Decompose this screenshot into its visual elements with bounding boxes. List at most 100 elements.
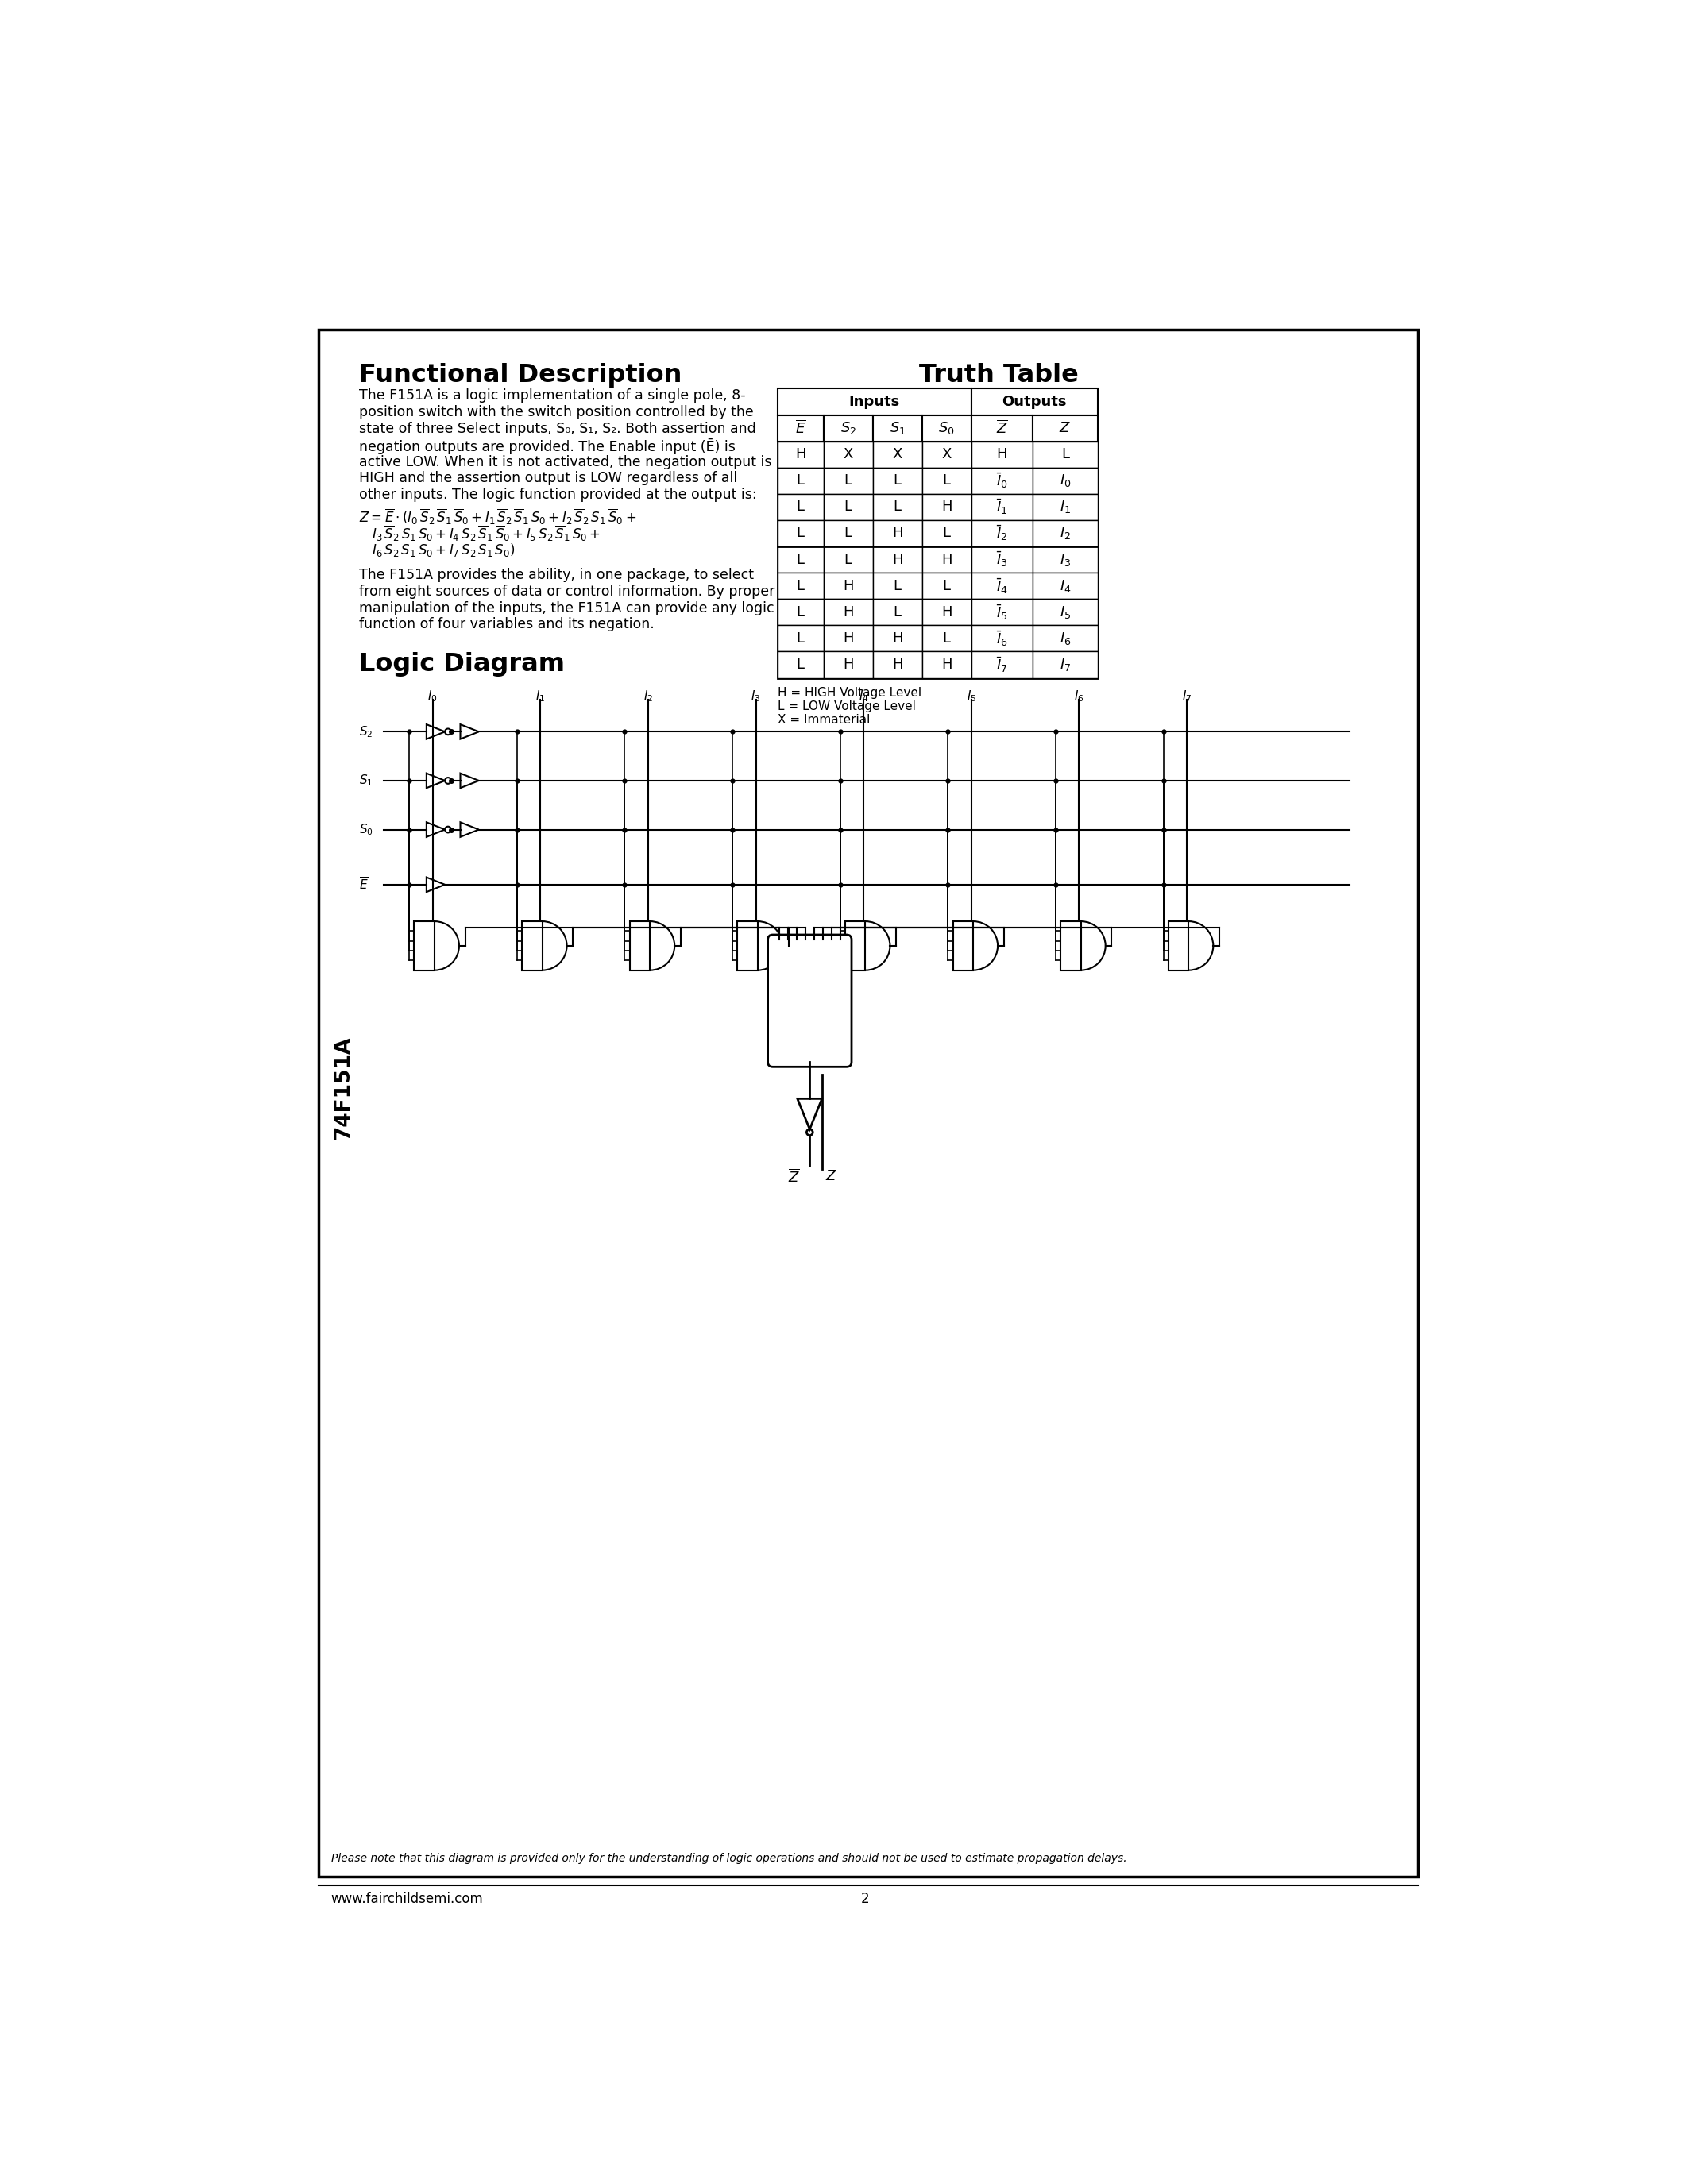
Bar <box>922 572 971 598</box>
Text: H: H <box>842 579 854 594</box>
Bar <box>1168 922 1188 970</box>
Text: HIGH and the assertion output is LOW regardless of all: HIGH and the assertion output is LOW reg… <box>360 472 738 485</box>
Bar <box>922 494 971 520</box>
Text: manipulation of the inputs, the F151A can provide any logic: manipulation of the inputs, the F151A ca… <box>360 601 773 616</box>
Text: L: L <box>797 553 805 566</box>
Text: H: H <box>842 605 854 620</box>
Text: $I_6$: $I_6$ <box>1060 631 1070 646</box>
Bar <box>971 546 1033 572</box>
Text: H: H <box>942 657 952 673</box>
Text: $\bar{I}_7$: $\bar{I}_7$ <box>996 655 1008 675</box>
Bar <box>971 598 1033 625</box>
Text: Outputs: Outputs <box>1003 395 1067 408</box>
Text: $I_1$: $I_1$ <box>1060 500 1070 515</box>
Text: H: H <box>795 448 805 461</box>
Bar <box>971 494 1033 520</box>
Text: Please note that this diagram is provided only for the understanding of logic op: Please note that this diagram is provide… <box>331 1854 1126 1865</box>
Text: $I_0$: $I_0$ <box>427 688 437 703</box>
Text: $I_1$: $I_1$ <box>535 688 545 703</box>
Bar <box>824 651 873 677</box>
Text: $\bar{I}_0$: $\bar{I}_0$ <box>996 472 1008 489</box>
Bar <box>778 415 824 441</box>
Text: $I_3$: $I_3$ <box>1060 553 1070 568</box>
Bar <box>1033 494 1097 520</box>
Bar <box>1033 651 1097 677</box>
Text: L: L <box>942 631 950 646</box>
Bar <box>971 415 1033 441</box>
Text: L: L <box>797 526 805 539</box>
Text: L: L <box>797 605 805 620</box>
Text: L: L <box>844 526 852 539</box>
Text: function of four variables and its negation.: function of four variables and its negat… <box>360 618 653 631</box>
Text: $\quad I_6\,S_2\,S_1\,\overline{S}_0 + I_7\,S_2\,S_1\,S_0)$: $\quad I_6\,S_2\,S_1\,\overline{S}_0 + I… <box>360 539 515 559</box>
Bar <box>971 520 1033 546</box>
Text: $I_4$: $I_4$ <box>1060 579 1070 594</box>
Text: $\overline{E}$: $\overline{E}$ <box>795 419 805 437</box>
Text: L: L <box>844 474 852 487</box>
Text: H: H <box>942 500 952 513</box>
Text: 74F151A: 74F151A <box>333 1035 354 1140</box>
Text: $Z$: $Z$ <box>825 1168 837 1184</box>
Text: $I_4$: $I_4$ <box>859 688 869 703</box>
Text: $I_2$: $I_2$ <box>643 688 653 703</box>
Text: L: L <box>797 631 805 646</box>
Text: X: X <box>942 448 952 461</box>
Text: H: H <box>996 448 1008 461</box>
Text: H: H <box>891 657 903 673</box>
Bar <box>873 546 922 572</box>
Text: L: L <box>1062 448 1069 461</box>
Text: $S_2$: $S_2$ <box>360 725 373 738</box>
Text: L: L <box>942 579 950 594</box>
Text: $S_1$: $S_1$ <box>890 419 905 437</box>
Bar <box>952 922 974 970</box>
Text: H: H <box>942 605 952 620</box>
Bar <box>922 598 971 625</box>
Text: X = Immaterial: X = Immaterial <box>778 714 869 725</box>
Bar <box>1033 441 1097 467</box>
Bar <box>873 494 922 520</box>
Bar <box>630 922 650 970</box>
Text: position switch with the switch position controlled by the: position switch with the switch position… <box>360 406 753 419</box>
Text: L: L <box>797 657 805 673</box>
Text: H: H <box>891 553 903 566</box>
Bar <box>873 651 922 677</box>
Text: $Z$: $Z$ <box>1058 422 1072 435</box>
Text: negation outputs are provided. The Enable input (Ē) is: negation outputs are provided. The Enabl… <box>360 439 736 454</box>
Bar <box>778 625 824 651</box>
Bar <box>971 625 1033 651</box>
Text: $\bar{I}_5$: $\bar{I}_5$ <box>996 603 1008 622</box>
Text: L = LOW Voltage Level: L = LOW Voltage Level <box>778 701 915 712</box>
Text: The F151A is a logic implementation of a single pole, 8-: The F151A is a logic implementation of a… <box>360 389 746 404</box>
Text: $S_2$: $S_2$ <box>841 419 856 437</box>
Bar <box>873 598 922 625</box>
Text: H: H <box>942 553 952 566</box>
Bar <box>319 330 1418 1876</box>
Bar <box>922 415 971 441</box>
Bar <box>738 922 758 970</box>
Text: $S_0$: $S_0$ <box>360 821 373 836</box>
Bar <box>971 389 1097 415</box>
Text: $I_7$: $I_7$ <box>1060 657 1070 673</box>
Bar <box>873 520 922 546</box>
Bar <box>824 520 873 546</box>
Text: $\bar{I}_1$: $\bar{I}_1$ <box>996 498 1008 515</box>
Text: L: L <box>893 474 901 487</box>
Bar <box>922 651 971 677</box>
Bar <box>873 441 922 467</box>
Bar <box>922 625 971 651</box>
Text: L: L <box>797 474 805 487</box>
Text: H: H <box>891 526 903 539</box>
Bar <box>778 389 1097 677</box>
Bar <box>824 441 873 467</box>
Bar <box>522 922 542 970</box>
Bar <box>778 441 824 467</box>
Bar <box>846 922 866 970</box>
Bar <box>1033 625 1097 651</box>
Bar <box>922 467 971 494</box>
Bar <box>778 520 824 546</box>
Text: X: X <box>844 448 852 461</box>
Bar <box>778 598 824 625</box>
Text: $\bar{I}_4$: $\bar{I}_4$ <box>996 577 1008 596</box>
Text: state of three Select inputs, S₀, S₁, S₂. Both assertion and: state of three Select inputs, S₀, S₁, S₂… <box>360 422 756 437</box>
Bar <box>824 598 873 625</box>
